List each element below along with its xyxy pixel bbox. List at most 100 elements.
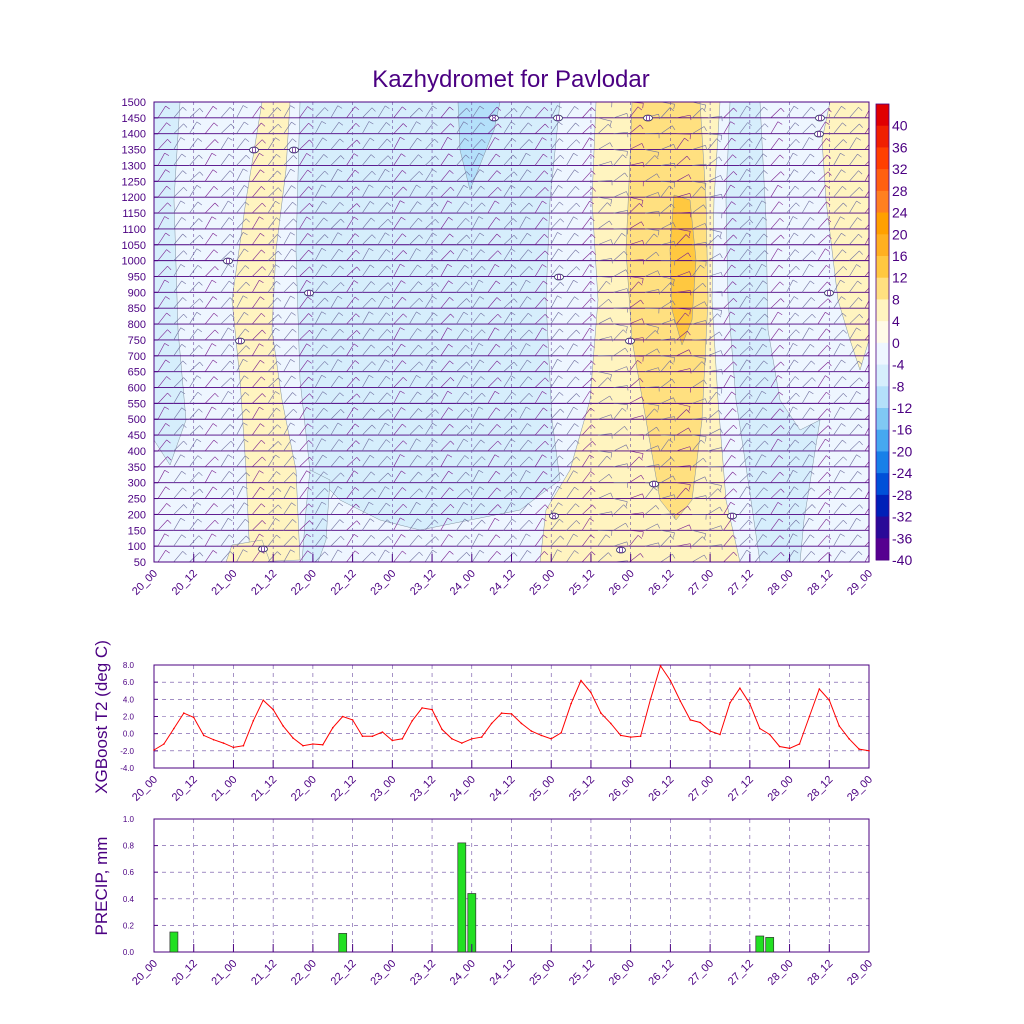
hm-y-tick-label: 1000 xyxy=(122,256,146,268)
wind-barb xyxy=(833,106,842,119)
wind-barb-flag xyxy=(465,408,470,413)
wind-barb xyxy=(550,218,561,230)
wind-barb xyxy=(692,476,706,483)
wind-barb-flag xyxy=(560,472,565,477)
wind-barb xyxy=(299,216,307,230)
x-tick-label: 23_12 xyxy=(408,568,438,598)
wind-barb-flag xyxy=(780,234,785,239)
wind-barb xyxy=(817,502,826,515)
t2-point xyxy=(361,735,364,737)
wind-barb xyxy=(189,552,200,562)
wind-barb-flag xyxy=(198,408,203,413)
wind-barb xyxy=(519,296,528,309)
wind-barb xyxy=(613,329,624,341)
x-tick-label: 28_00 xyxy=(766,958,796,988)
colorbar-label: 12 xyxy=(892,270,908,286)
wind-barb xyxy=(754,264,763,277)
hm-y-tick-label: 1350 xyxy=(122,145,146,157)
wind-barb xyxy=(330,155,341,166)
wind-barb-flag xyxy=(386,312,391,317)
bc-y-tick-label: 0.4 xyxy=(123,895,135,904)
wind-barb-flag xyxy=(750,93,753,97)
wind-barb xyxy=(377,329,388,341)
t2-point xyxy=(232,746,235,749)
wind-barb xyxy=(424,519,435,531)
wind-barb-flag xyxy=(733,91,737,94)
t2-point xyxy=(600,712,602,714)
wind-barb-flag xyxy=(610,199,612,205)
wind-barb-flag xyxy=(368,375,374,379)
wind-barb xyxy=(723,311,731,325)
wind-barb xyxy=(409,184,417,198)
wind-barb xyxy=(204,279,213,293)
wind-barb xyxy=(283,295,291,309)
wind-barb-flag xyxy=(575,503,580,508)
wind-barb xyxy=(377,376,387,388)
wind-barb-flag xyxy=(574,169,579,174)
wind-barb-flag xyxy=(355,440,360,445)
wind-barb xyxy=(613,172,625,182)
wind-barb-flag xyxy=(323,471,328,476)
wind-barb xyxy=(534,424,545,436)
wind-barb xyxy=(204,313,215,325)
t2-point xyxy=(401,738,404,740)
wind-barb xyxy=(739,409,750,420)
wind-barb xyxy=(644,408,655,420)
wind-barb-flag xyxy=(419,361,423,366)
wind-barb-flag xyxy=(657,523,660,529)
wind-barb-flag xyxy=(180,327,186,331)
wind-barb-flag xyxy=(811,424,816,428)
wind-barb-flag xyxy=(575,249,580,254)
hm-y-tick-label: 1400 xyxy=(122,129,146,141)
wind-barb xyxy=(519,313,529,325)
wind-barb-flag xyxy=(543,471,548,475)
wind-barb-flag xyxy=(842,122,847,127)
wind-barb-flag xyxy=(337,295,343,299)
wind-barb xyxy=(173,313,184,325)
wind-barb xyxy=(330,345,341,357)
wind-barb xyxy=(817,138,827,150)
wind-barb-flag xyxy=(642,512,644,518)
wind-barb-flag xyxy=(402,313,408,318)
wind-barb-flag xyxy=(722,102,723,103)
wind-barb-flag xyxy=(495,217,501,221)
wind-barb xyxy=(204,296,214,309)
x-tick-label: 24_00 xyxy=(448,568,478,598)
wind-barb-flag xyxy=(690,543,692,549)
wind-barb-flag xyxy=(183,440,188,445)
wind-barb xyxy=(456,281,466,293)
wind-barb xyxy=(849,377,860,388)
wind-barb xyxy=(440,280,449,293)
wind-barb-flag xyxy=(731,391,736,396)
wind-barb xyxy=(613,498,628,502)
wind-barb xyxy=(346,503,357,515)
wind-barb xyxy=(283,345,294,357)
wind-barb-flag xyxy=(513,108,518,113)
wind-barb xyxy=(424,282,436,293)
wind-barb xyxy=(644,192,659,198)
x-tick-label: 24_00 xyxy=(448,958,478,988)
wind-barb xyxy=(817,552,829,562)
wind-barb xyxy=(330,202,341,214)
wind-barb-flag xyxy=(512,535,517,540)
wind-barb-flag xyxy=(197,201,202,206)
wind-barb xyxy=(801,360,812,372)
wind-barb xyxy=(723,121,731,134)
wind-barb-flag xyxy=(543,534,548,539)
t2-point xyxy=(590,691,592,694)
wind-barb xyxy=(629,450,644,454)
wind-barb xyxy=(299,487,308,499)
wind-barb-flag xyxy=(418,344,423,349)
wind-barb xyxy=(236,345,247,356)
wind-barb xyxy=(723,518,732,531)
wind-barb xyxy=(817,392,827,404)
wind-barb xyxy=(330,295,339,309)
wind-barb xyxy=(173,534,182,547)
wind-barb xyxy=(236,154,247,166)
wind-barb xyxy=(409,121,417,134)
wind-barb-flag xyxy=(337,105,343,109)
wind-barb xyxy=(864,490,869,499)
contour-label-ring xyxy=(304,289,314,297)
wind-barb xyxy=(330,472,341,483)
wind-barb xyxy=(189,248,198,261)
